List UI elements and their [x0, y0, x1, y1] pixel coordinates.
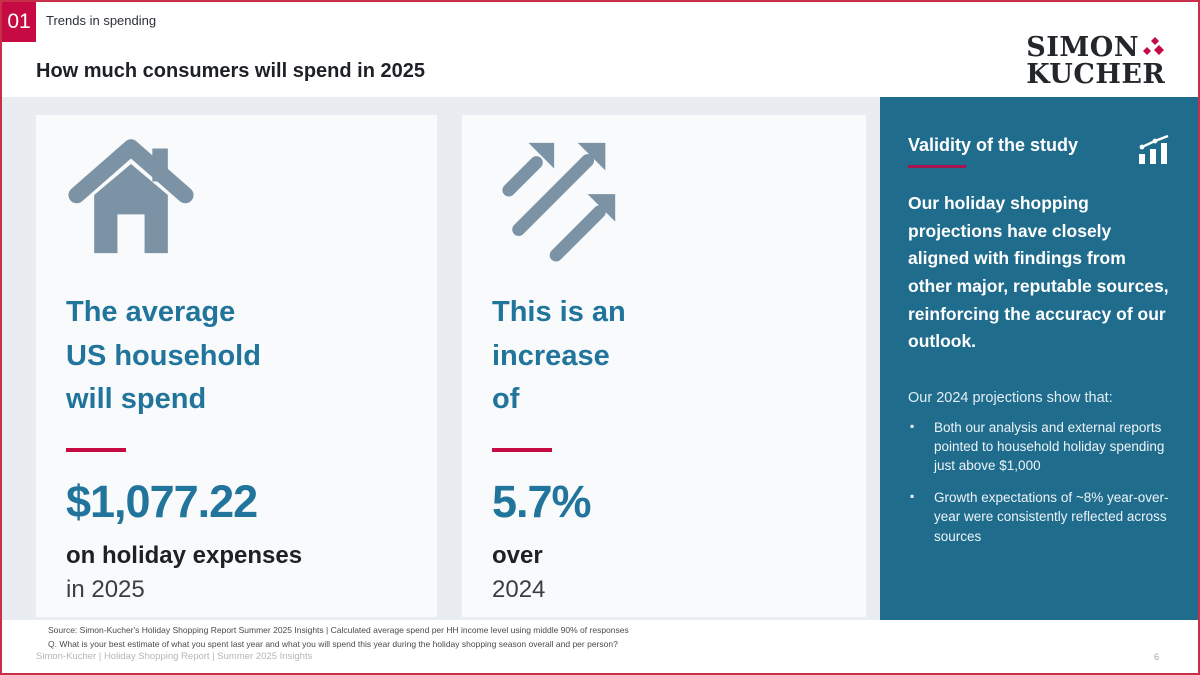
card-increase: This is an increase of 5.7% over 2024 — [462, 115, 866, 617]
chapter-number: 01 — [7, 10, 31, 33]
chapter-number-box: 01 — [2, 2, 36, 42]
simon-kucher-logo: SIMON KUCHER — [1026, 34, 1166, 88]
panel-lead-text: Our holiday shopping projections have cl… — [908, 193, 1169, 352]
card-average-spend: The average US household will spend $1,0… — [36, 115, 437, 617]
footer-report-label: Simon-Kucher | Holiday Shopping Report |… — [36, 651, 313, 662]
spend-amount-sub: in 2025 — [66, 575, 145, 603]
chapter-label: Trends in spending — [46, 13, 157, 28]
card-icon-wrap — [66, 133, 407, 265]
heading-line: The average — [66, 296, 236, 328]
heading-line: will spend — [66, 383, 207, 415]
page-number: 6 — [1154, 652, 1160, 662]
heading-line: increase — [492, 339, 610, 372]
logo-line2: KUCHER — [1026, 59, 1166, 90]
increase-label: over — [492, 541, 543, 569]
accent-divider — [492, 447, 552, 452]
spend-amount: $1,077.22 — [66, 475, 258, 527]
source-line-2: Q. What is your best estimate of what yo… — [48, 638, 618, 649]
panel-subheading: Our 2024 projections show that: — [908, 389, 1113, 406]
accent-divider — [66, 447, 126, 452]
card-heading: The average US household will spend — [66, 291, 407, 422]
heading-line: US household — [66, 339, 261, 372]
panel-bullet: Both our analysis and external reports p… — [908, 418, 1172, 475]
growth-arrows-icon — [502, 142, 616, 262]
increase-sub: 2024 — [492, 575, 546, 603]
panel-bullet: Growth expectations of ~8% year-over-yea… — [908, 488, 1172, 545]
page-title: How much consumers will spend in 2025 — [36, 60, 425, 82]
validity-panel: Validity of the study Our holiday shoppi… — [880, 97, 1198, 620]
heading-line: This is an — [492, 296, 626, 328]
source-footnote: Source: Simon-Kucher's Holiday Shopping … — [48, 624, 629, 651]
trend-chart-icon — [1139, 135, 1169, 164]
panel-bullet-list: Both our analysis and external reports p… — [908, 418, 1172, 546]
card-icon-wrap — [492, 133, 836, 265]
heading-line: of — [492, 383, 520, 415]
source-line-1: Source: Simon-Kucher's Holiday Shopping … — [48, 625, 629, 635]
house-icon — [68, 139, 194, 254]
three-diamonds-icon — [1143, 37, 1164, 55]
logo-line1: SIMON — [1026, 32, 1139, 63]
spend-amount-label: on holiday expenses — [66, 541, 303, 569]
panel-title-underline — [908, 165, 966, 168]
card-heading: This is an increase of — [492, 291, 836, 422]
increase-percent: 5.7% — [492, 475, 592, 527]
panel-title: Validity of the study — [908, 135, 1079, 155]
